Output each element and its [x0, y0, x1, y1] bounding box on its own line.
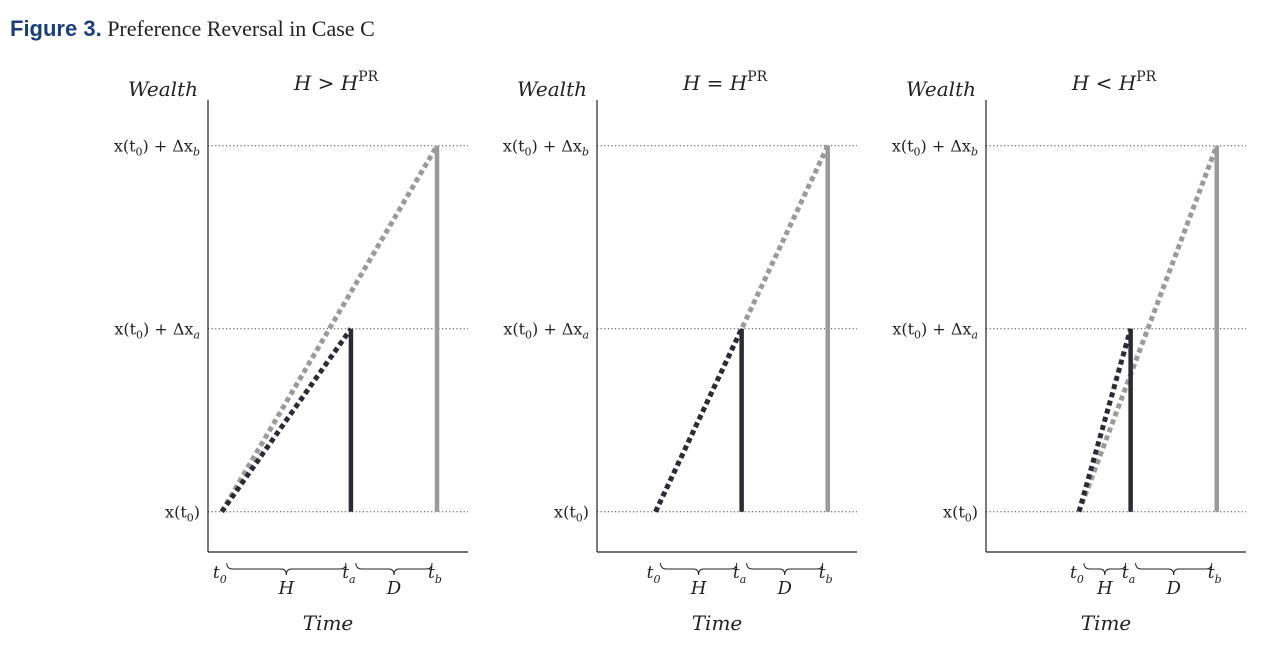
x-axis-label: Time	[1081, 611, 1132, 635]
panel-title: H = HPR	[682, 69, 768, 95]
series-line-dashed	[1076, 328, 1134, 513]
y-tick-label: x(t0) + Δxa	[892, 320, 978, 342]
brace	[355, 562, 433, 576]
x-tick-label: ta	[342, 563, 355, 586]
brace-label: H	[690, 578, 707, 599]
brace	[1083, 562, 1127, 576]
brace-label: D	[776, 578, 792, 599]
y-tick-label: x(t0) + Δxb	[892, 137, 978, 159]
panel-title: H < HPR	[1071, 69, 1157, 95]
y-tick-label: x(t0)	[165, 503, 200, 525]
y-axis-label: Wealth	[517, 77, 587, 101]
series-line-dashed	[1076, 144, 1220, 513]
brace-label: D	[386, 578, 402, 599]
x-tick-label: t0	[213, 563, 227, 586]
series-line-dashed	[219, 144, 440, 514]
y-tick-label: x(t0)	[943, 503, 978, 525]
x-tick-label: tb	[1208, 563, 1222, 586]
figure-caption: Preference Reversal in Case C	[107, 16, 375, 41]
y-axis-label: Wealth	[906, 77, 976, 101]
brace	[746, 562, 824, 576]
series-line-dashed	[219, 327, 353, 514]
y-tick-label: x(t0) + Δxa	[114, 320, 200, 342]
chart-panel-left: x(t0) x(t0) + Δxa x(t0) + Δxb t0 ta tb H D Wealt…	[114, 69, 468, 635]
chart-panel-right: x(t0) x(t0) + Δxa x(t0) + Δxb t0 ta tb H D Wealt…	[892, 69, 1246, 635]
y-tick-label: x(t0) + Δxa	[503, 320, 589, 342]
x-axis-label: Time	[303, 611, 354, 635]
figure-number: Figure 3.	[10, 16, 102, 41]
x-tick-label: tb	[819, 563, 833, 586]
x-axis-label: Time	[692, 611, 743, 635]
x-tick-label: t0	[647, 563, 661, 586]
x-tick-label: tb	[428, 563, 442, 586]
panel-title: H > HPR	[293, 69, 379, 95]
brace	[660, 562, 738, 576]
figure-title: Figure 3. Preference Reversal in Case C	[10, 14, 375, 44]
y-tick-label: x(t0) + Δxb	[503, 137, 589, 159]
x-tick-label: t0	[1070, 563, 1084, 586]
y-axis-label: Wealth	[128, 77, 198, 101]
x-tick-label: ta	[1122, 563, 1135, 586]
brace-label: H	[277, 578, 294, 599]
brace-label: D	[1165, 578, 1181, 599]
y-tick-label: x(t0)	[554, 503, 589, 525]
y-tick-label: x(t0) + Δxb	[114, 137, 200, 159]
series-line-dashed	[653, 327, 744, 513]
brace	[226, 562, 347, 576]
x-tick-label: ta	[733, 563, 746, 586]
brace-label: H	[1096, 578, 1113, 599]
chart-panel-middle: x(t0) x(t0) + Δxa x(t0) + Δxb t0 ta tb H D Wealt…	[503, 69, 857, 635]
brace	[1135, 562, 1213, 576]
